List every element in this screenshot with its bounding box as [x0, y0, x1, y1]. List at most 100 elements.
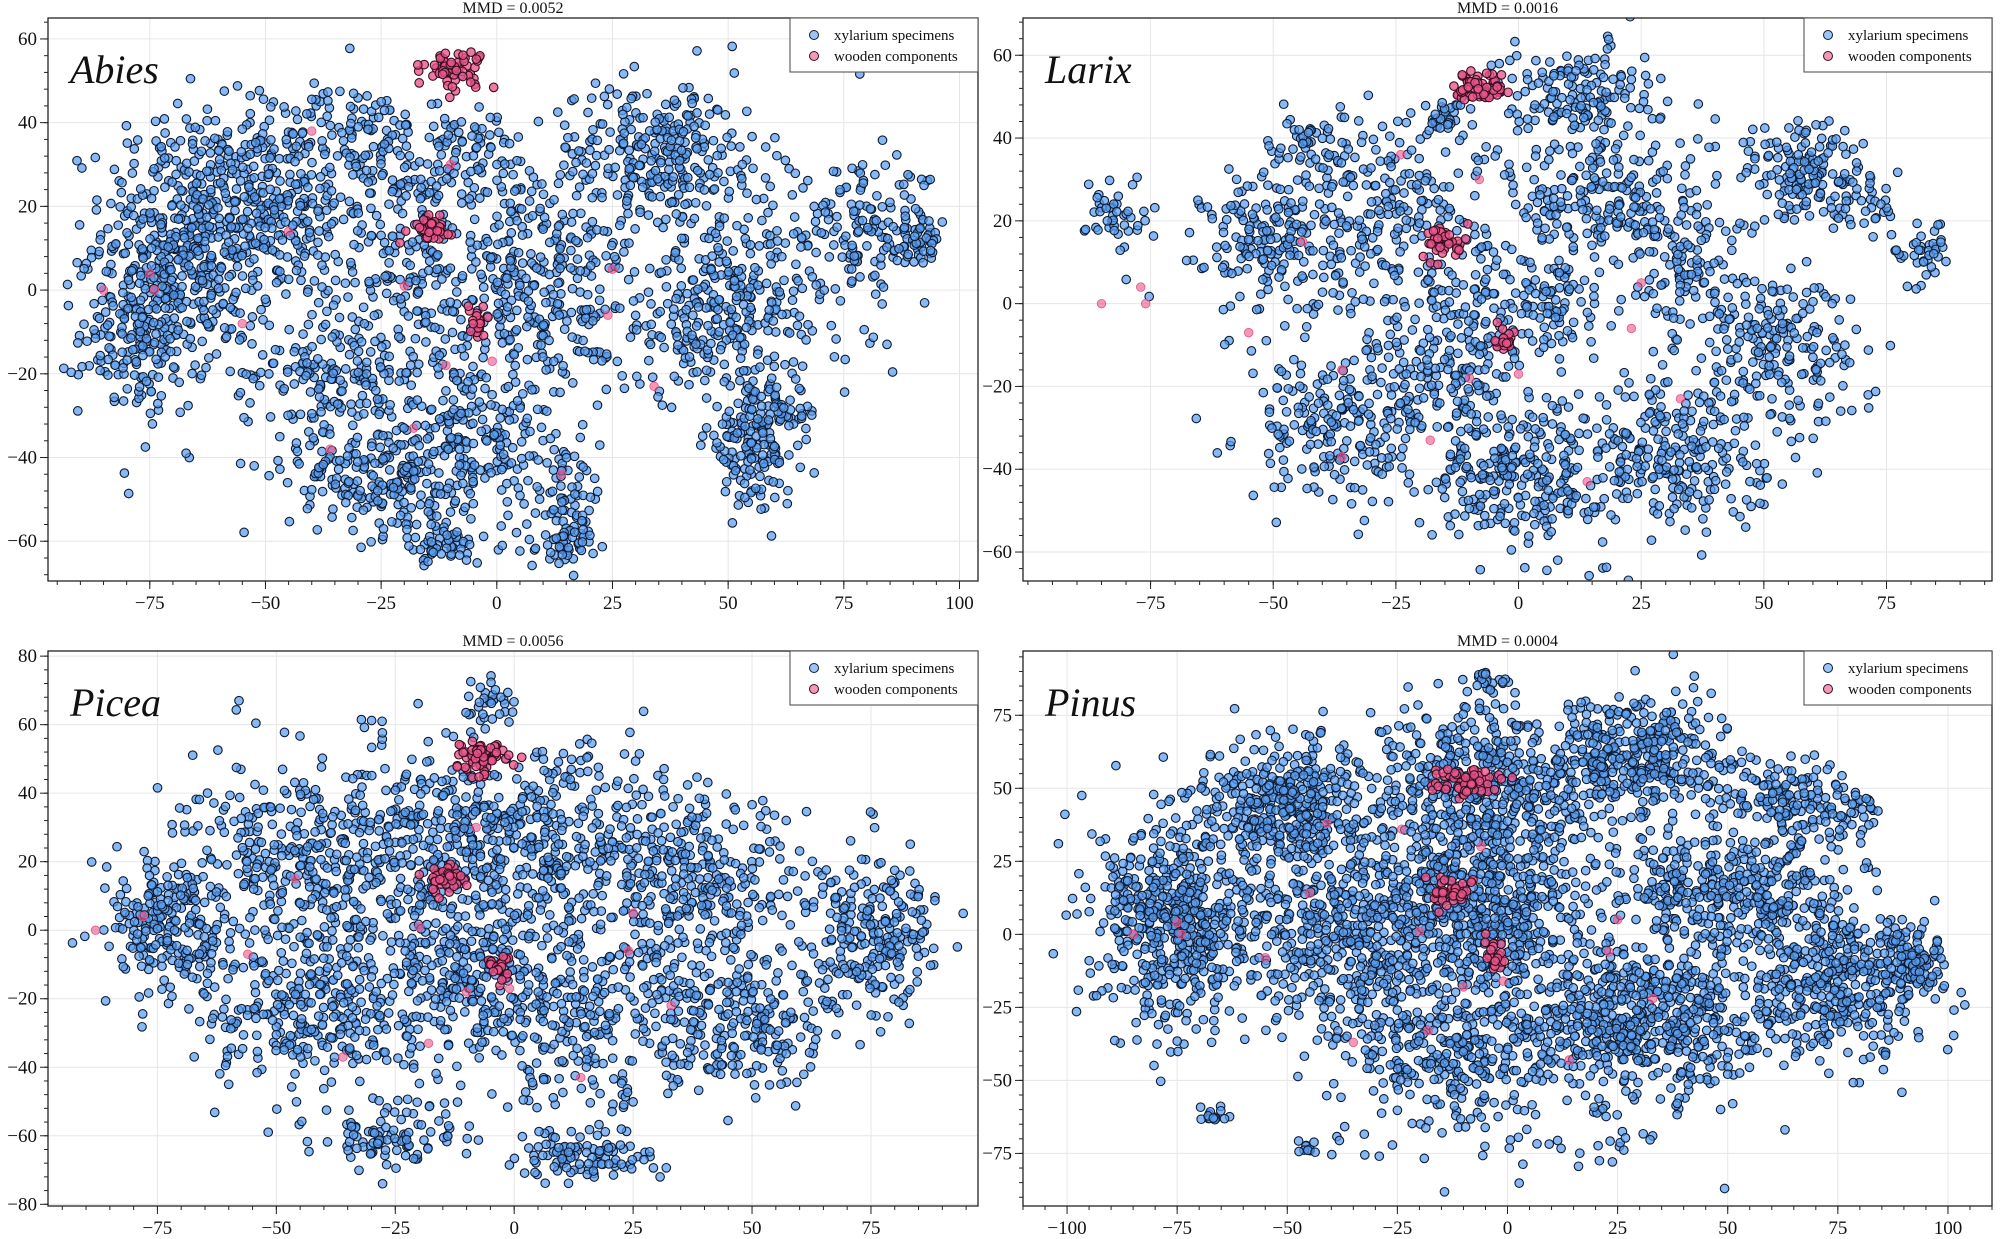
- xylarium-point: [458, 478, 468, 489]
- xylarium-point: [480, 383, 490, 394]
- xylarium-point: [86, 252, 97, 263]
- xylarium-point: [403, 311, 414, 321]
- xylarium-point: [750, 483, 761, 494]
- xylarium-point: [234, 335, 245, 345]
- xylarium-point: [527, 210, 538, 221]
- xylarium-point: [581, 304, 592, 315]
- xylarium-point: [205, 148, 216, 158]
- xylarium-point: [580, 346, 590, 357]
- x-tick-label: −75: [135, 593, 165, 614]
- xylarium-point: [231, 287, 241, 298]
- xylarium-point: [173, 254, 183, 265]
- xylarium-point: [283, 195, 294, 206]
- xylarium-point: [172, 98, 183, 109]
- wooden-point: [603, 310, 613, 320]
- xylarium-point: [346, 399, 356, 410]
- xylarium-point: [1365, 209, 1376, 220]
- xylarium-point: [1347, 287, 1357, 298]
- xylarium-point: [91, 205, 102, 215]
- xylarium-point: [1383, 340, 1394, 351]
- xylarium-point: [1598, 72, 1609, 83]
- xylarium-point: [441, 386, 451, 396]
- xylarium-point: [732, 428, 743, 438]
- xylarium-point: [1304, 392, 1315, 402]
- xylarium-point: [245, 108, 256, 119]
- xylarium-point: [1539, 99, 1550, 109]
- xylarium-point: [328, 300, 339, 311]
- xylarium-point: [103, 370, 113, 380]
- xylarium-point: [731, 291, 742, 302]
- xylarium-point: [230, 197, 240, 207]
- xylarium-point: [1220, 240, 1230, 251]
- xylarium-point: [787, 295, 798, 306]
- xylarium-point: [294, 459, 304, 469]
- xylarium-point: [1529, 519, 1540, 530]
- xylarium-point: [1329, 469, 1340, 480]
- xylarium-point: [569, 451, 580, 462]
- xylarium-point: [512, 396, 523, 406]
- xylarium-point: [1357, 234, 1367, 245]
- xylarium-point: [312, 524, 323, 535]
- xylarium-point: [489, 429, 500, 440]
- xylarium-point: [1601, 562, 1612, 573]
- xylarium-point: [740, 421, 750, 432]
- xylarium-point: [406, 380, 417, 391]
- xylarium-point: [1202, 202, 1213, 212]
- xylarium-point: [1296, 227, 1307, 237]
- xylarium-point: [1218, 304, 1229, 315]
- xylarium-point: [727, 41, 738, 52]
- xylarium-point: [381, 288, 392, 299]
- xylarium-point: [780, 238, 791, 248]
- xylarium-point: [1308, 269, 1318, 280]
- xylarium-point: [533, 455, 544, 465]
- xylarium-point: [1475, 501, 1486, 511]
- xylarium-point: [1625, 18, 1635, 22]
- xylarium-point: [541, 365, 551, 375]
- xylarium-point: [1439, 492, 1450, 503]
- xylarium-point: [239, 527, 249, 538]
- xylarium-point: [763, 415, 774, 425]
- xylarium-point: [766, 373, 777, 384]
- xylarium-point: [316, 334, 327, 345]
- xylarium-point: [103, 354, 114, 365]
- xylarium-point: [676, 145, 687, 156]
- xylarium-point: [1519, 562, 1530, 573]
- xylarium-point: [1601, 87, 1611, 98]
- xylarium-point: [637, 182, 648, 193]
- xylarium-point: [376, 342, 387, 352]
- xylarium-point: [764, 305, 775, 315]
- xylarium-point: [1523, 531, 1534, 541]
- xylarium-point: [1386, 161, 1396, 172]
- xylarium-point: [1443, 211, 1453, 222]
- xylarium-point: [1601, 0, 1610, 5]
- xylarium-point: [186, 222, 197, 233]
- xylarium-point: [1547, 419, 1558, 429]
- xylarium-point: [416, 490, 426, 501]
- xylarium-point: [403, 181, 414, 192]
- xylarium-point: [687, 330, 697, 340]
- xylarium-point: [510, 360, 521, 371]
- xylarium-point: [485, 252, 496, 263]
- xylarium-point: [646, 299, 656, 309]
- xylarium-point: [309, 276, 320, 286]
- xylarium-point: [177, 281, 187, 292]
- xylarium-point: [712, 401, 722, 412]
- xylarium-point: [1279, 466, 1289, 477]
- xylarium-point: [1314, 183, 1324, 194]
- xylarium-point: [865, 204, 876, 214]
- xylarium-point: [1467, 119, 1478, 130]
- xylarium-point: [265, 184, 276, 195]
- xylarium-point: [270, 344, 281, 355]
- xylarium-point: [681, 304, 692, 315]
- xylarium-point: [678, 126, 689, 137]
- xylarium-point: [94, 313, 105, 324]
- xylarium-point: [1330, 270, 1341, 281]
- xylarium-point: [526, 249, 536, 259]
- xylarium-point: [772, 236, 783, 246]
- xylarium-point: [788, 228, 799, 239]
- xylarium-point: [353, 208, 364, 218]
- xylarium-point: [597, 192, 607, 203]
- xylarium-point: [378, 523, 389, 534]
- xylarium-point: [699, 375, 710, 386]
